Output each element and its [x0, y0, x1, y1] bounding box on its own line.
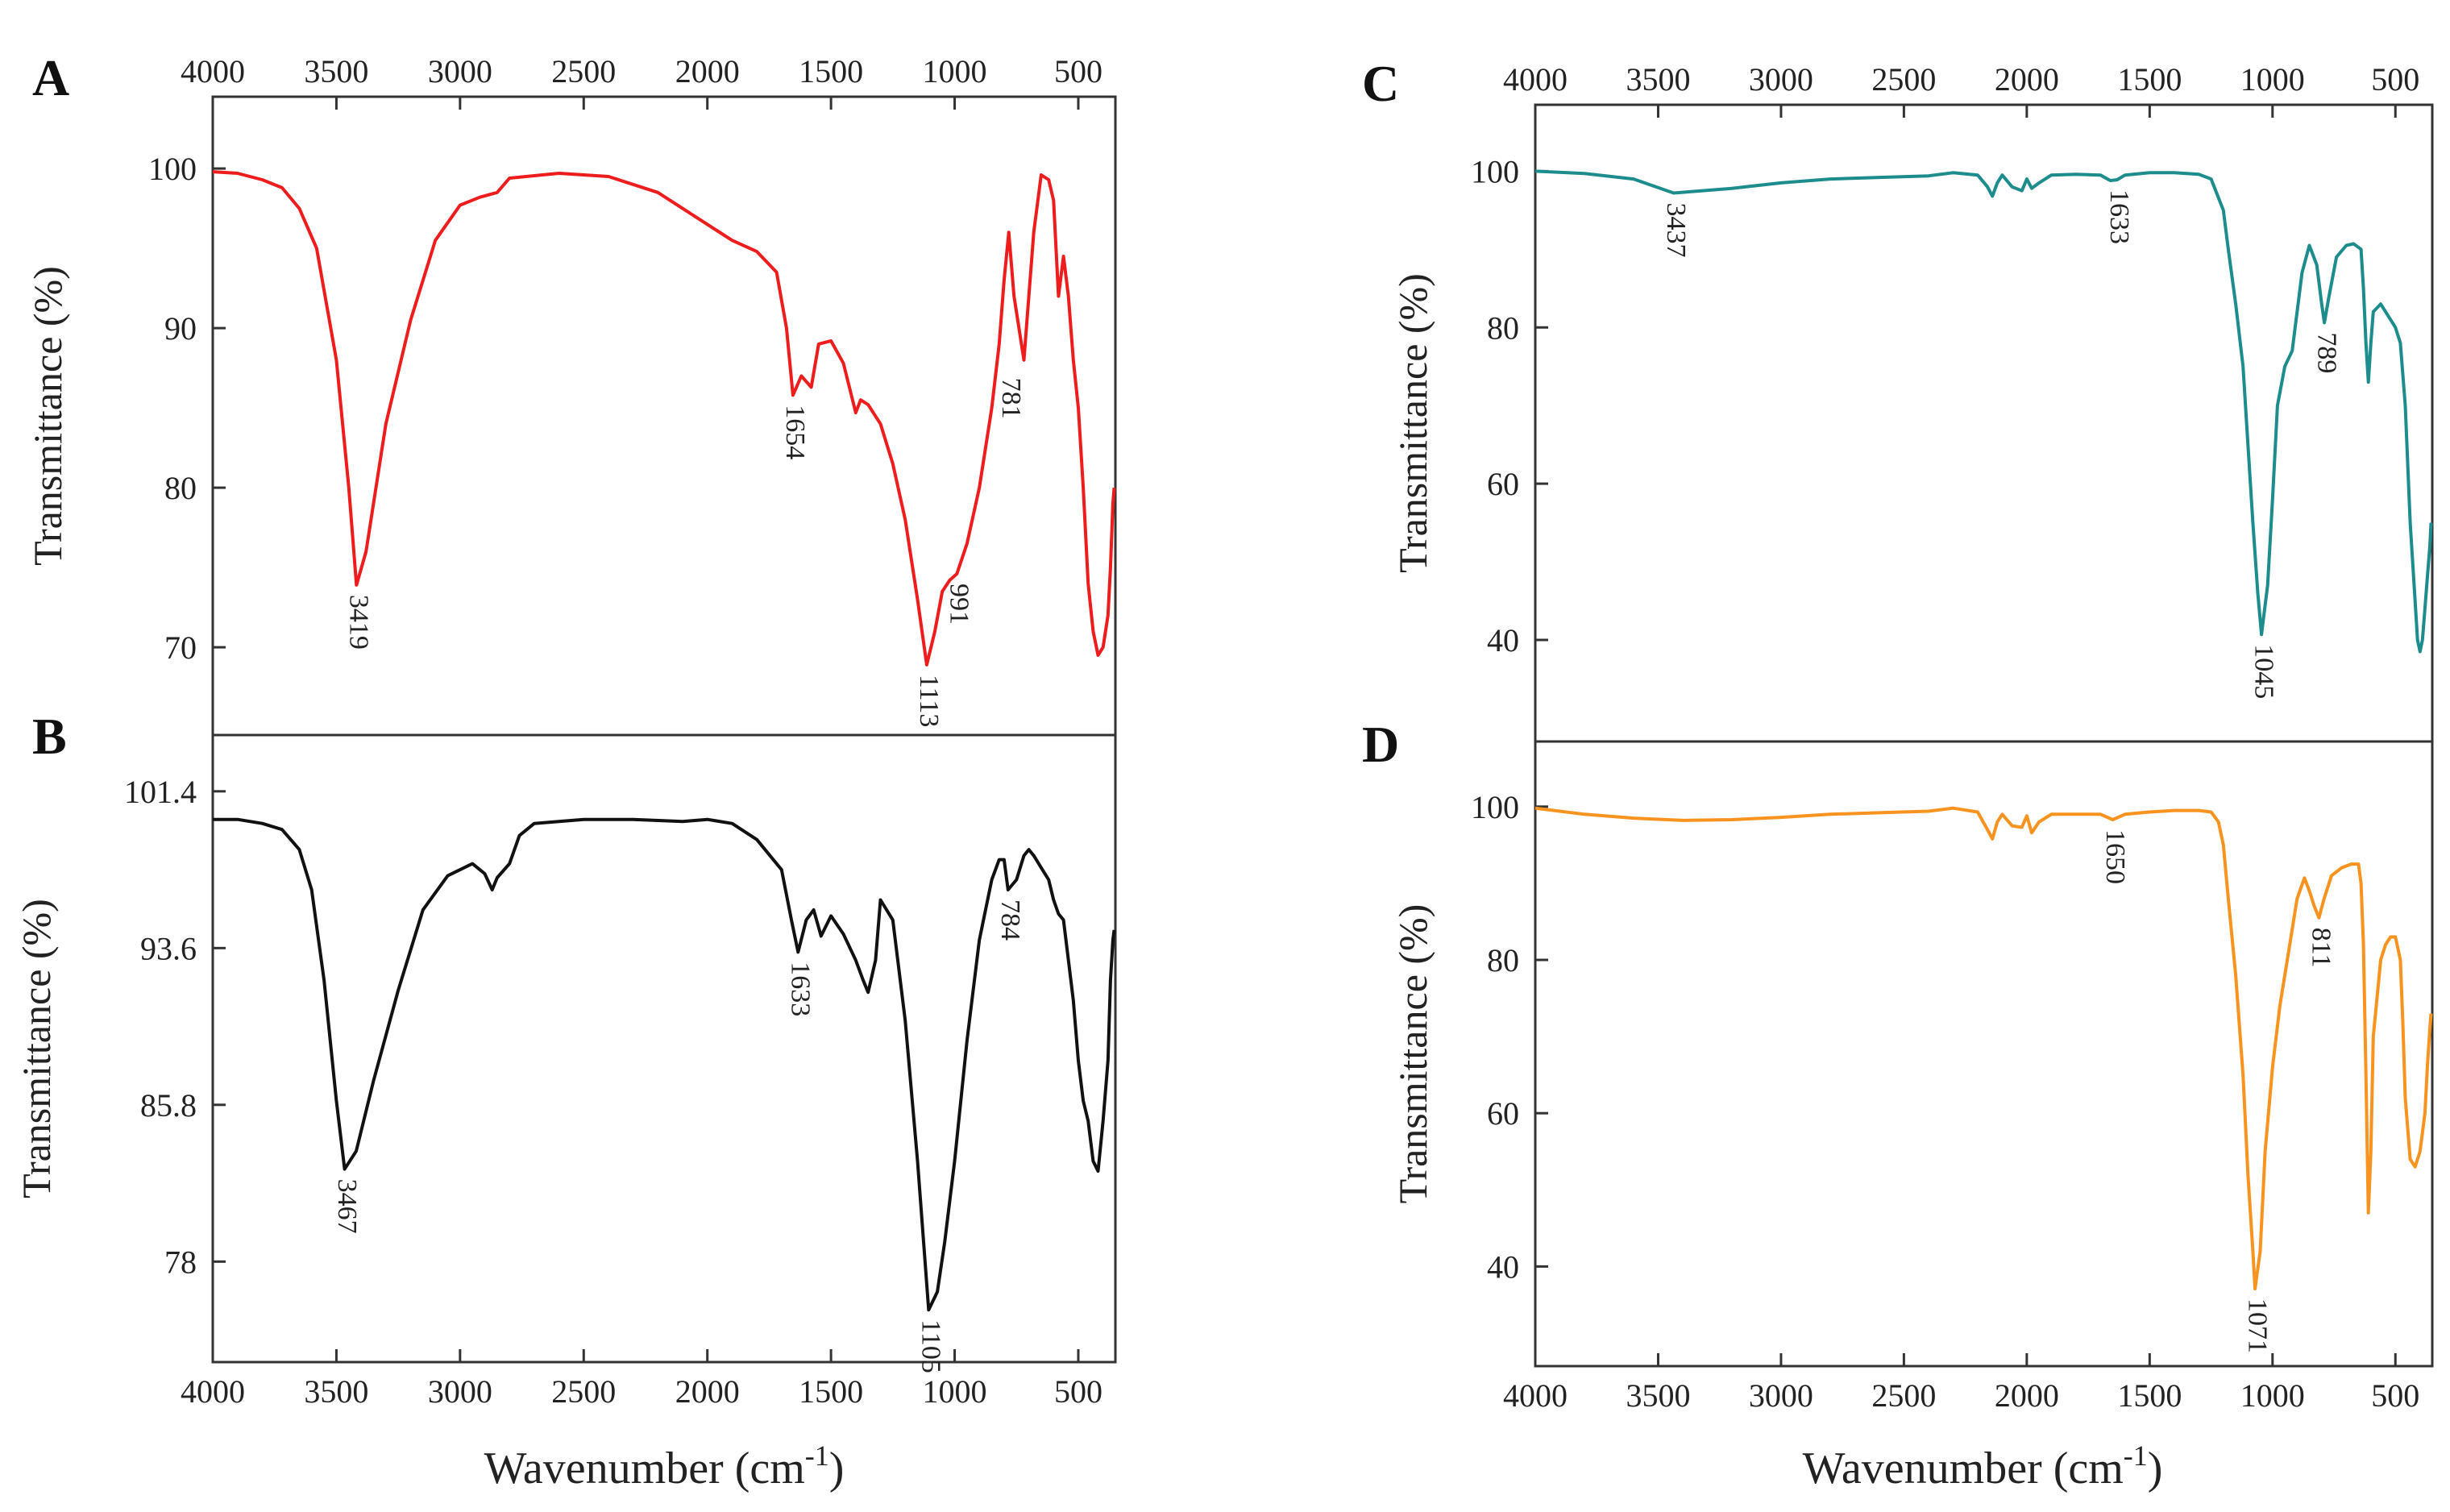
panel-b-ytick-label: 93.6: [140, 930, 197, 966]
panel-c-xtick-label: 3500: [1626, 61, 1690, 98]
panel-c-ytick-label: 60: [1487, 466, 1519, 502]
panel-c-ytick-label: 40: [1487, 622, 1519, 658]
panel-c-peak-label: 3437: [1661, 203, 1691, 258]
panel-d-spectrum-line: [1534, 806, 2433, 1290]
panel-c-xtick-label: 1500: [2117, 61, 2182, 98]
panel-c-peak-label: 789: [2311, 332, 2341, 373]
panel-a-ytick-label: 80: [164, 470, 197, 506]
panel-b-xtick-label: 2500: [551, 1373, 616, 1410]
panel-a-xtick-label: 2500: [551, 53, 616, 89]
panel-a-ytick-label: 70: [164, 629, 197, 666]
panel-b-frame: [211, 733, 1117, 1364]
panel-b-ytick-label: 101.4: [124, 774, 197, 810]
panel-b-xtick-label: 500: [1054, 1373, 1102, 1410]
panel-c-xtick-label: 3000: [1749, 61, 1813, 98]
panel-c-peak-label: 1633: [2104, 189, 2134, 244]
panel-d-ytick-label: 40: [1487, 1248, 1519, 1285]
panel-d-xtick-label: 3000: [1749, 1377, 1813, 1414]
panel-b-xtick-label: 4000: [181, 1373, 245, 1410]
panel-b-spectrum-line: [213, 817, 1116, 1312]
panel-d-peak-label: 1650: [2100, 829, 2130, 884]
panel-b-ylabel: Transmittance (%): [14, 899, 59, 1198]
panel-c-xtick-label: 1000: [2240, 61, 2305, 98]
panel-a-peak-label: 1654: [780, 405, 810, 459]
panel-a-peak-label: 991: [945, 584, 974, 625]
panel-d-xtick-label: 500: [2371, 1377, 2419, 1414]
panel-a-peak-label: 3419: [343, 595, 373, 650]
panel-d-ytick-label: 60: [1487, 1095, 1519, 1132]
panel-c-xtick-label: 4000: [1503, 61, 1568, 98]
panel-d-ytick-label: 80: [1487, 942, 1519, 978]
panel-c-spectrum-line: [1534, 169, 2433, 654]
panel-b-ytick-label: 78: [164, 1244, 197, 1280]
panel-b-peak-label: 784: [995, 899, 1025, 941]
panel-a-peak-label: 1113: [914, 675, 944, 727]
panel-d-xtick-label: 3500: [1626, 1377, 1690, 1414]
panel-a-xtick-label: 500: [1054, 53, 1102, 89]
panel-b-xtick-label: 1000: [923, 1373, 987, 1410]
panel-a-ytick-label: 100: [148, 151, 197, 187]
panel-d-ytick-label: 100: [1471, 789, 1519, 825]
panel-a-ylabel: Transmittance (%): [25, 266, 70, 566]
panel-a-peak-label: 781: [996, 378, 1026, 419]
panel-b-xtick-label: 2000: [675, 1373, 740, 1410]
panel-c-ytick-label: 80: [1487, 309, 1519, 346]
panel-c-ylabel: Transmittance (%): [1390, 273, 1435, 573]
panel-d-letter: D: [1362, 716, 1399, 773]
panel-d-xtick-label: 1500: [2117, 1377, 2182, 1414]
x-axis-title-right: Wavenumber (cm-1): [1803, 1439, 2163, 1493]
panel-b-peak-label: 1105: [916, 1319, 946, 1373]
panel-a-xtick-label: 1000: [923, 53, 987, 89]
panel-c-frame: [1534, 103, 2434, 743]
panel-c-xtick-label: 2500: [1871, 61, 1936, 98]
panel-b-xtick-label: 3500: [304, 1373, 368, 1410]
panel-c-peak-label: 1045: [2249, 644, 2278, 699]
panel-c-letter: C: [1362, 55, 1399, 112]
panel-d-peak-label: 1071: [2242, 1298, 2272, 1353]
panel-a-spectrum-line: [212, 170, 1116, 667]
panel-a-xtick-label: 3000: [428, 53, 492, 89]
panel-a-xtick-label: 3500: [304, 53, 368, 89]
panel-a-ytick-label: 90: [164, 310, 197, 347]
panel-d-ylabel: Transmittance (%): [1390, 904, 1435, 1204]
panel-b-letter: B: [32, 708, 67, 765]
x-axis-title-left: Wavenumber (cm-1): [484, 1439, 845, 1493]
panel-d-xtick-label: 1000: [2240, 1377, 2305, 1414]
panel-b-peak-label: 1633: [786, 962, 816, 1016]
panel-d-xtick-label: 2000: [1995, 1377, 2059, 1414]
panel-c-ytick-label: 100: [1471, 153, 1519, 189]
panel-c-xtick-label: 500: [2371, 61, 2419, 98]
panel-a-letter: A: [32, 49, 69, 106]
panel-a-xtick-label: 2000: [675, 53, 740, 89]
panel-d-xtick-label: 4000: [1503, 1377, 1568, 1414]
panel-b-ytick-label: 85.8: [140, 1087, 197, 1124]
panel-b-peak-label: 3467: [332, 1179, 362, 1234]
panel-c-xtick-label: 2000: [1995, 61, 2059, 98]
panel-a-xtick-label: 4000: [181, 53, 245, 89]
panel-d-frame: [1534, 740, 2434, 1368]
panel-d-xtick-label: 2500: [1871, 1377, 1936, 1414]
panel-d-peak-label: 811: [2307, 928, 2336, 968]
panel-a-xtick-label: 1500: [799, 53, 863, 89]
panel-b-xtick-label: 3000: [428, 1373, 492, 1410]
panel-b-xtick-label: 1500: [799, 1373, 863, 1410]
